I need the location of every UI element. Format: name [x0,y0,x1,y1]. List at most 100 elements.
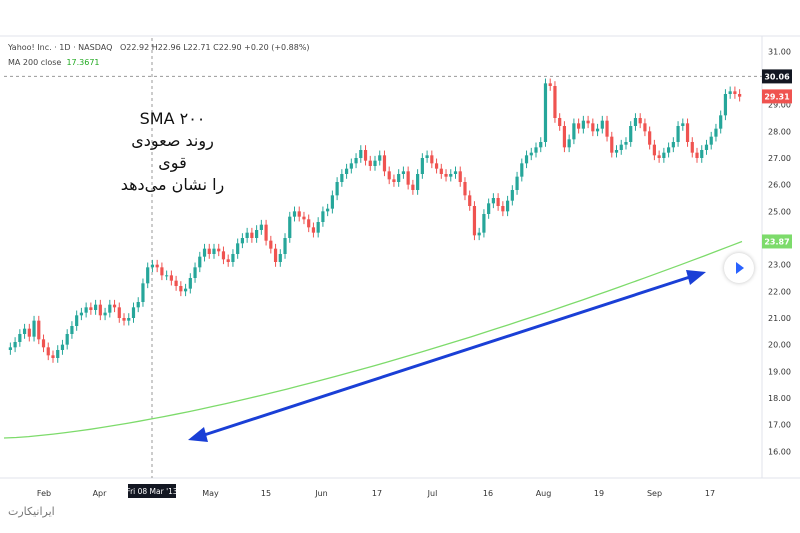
crosshair-price-label-bg [762,69,792,84]
candle-body [22,328,27,334]
candle-body [463,182,467,196]
candle-body [605,120,609,137]
x-tick-label: Jul [427,489,438,498]
candle-body [103,312,107,316]
candle-body [273,248,278,262]
annotation-title: SMA ۲۰۰ [139,109,206,128]
candle-body [652,144,656,156]
candle-body [577,123,581,129]
candle-body [245,232,249,238]
candle-body [363,150,368,161]
crosshair-x-badge [128,484,176,498]
candle-body [553,86,557,118]
candle-body [264,224,268,241]
candle-body [477,232,481,236]
candle-body [217,248,221,252]
candle-body [401,171,406,174]
candle-body [591,123,595,132]
x-tick-label: Sep [647,489,662,498]
candle-body [700,150,704,158]
candle-body [505,200,510,212]
candle-body [84,307,88,313]
candle-body [681,123,685,126]
candle-body [354,158,358,164]
candle-body [221,251,226,260]
candle-body [278,254,282,262]
candle-body [37,320,41,340]
ma-value: 17.3671 [66,58,100,67]
candle-body [439,168,443,174]
candle-body [562,126,567,148]
candle-body [586,120,590,124]
y-tick-label: 23.00 [768,261,791,270]
ma-price-label: 23.87 [764,237,789,246]
candle-body [567,139,571,148]
candle-body [231,254,235,262]
candle-body [292,211,297,217]
candle-body [434,163,439,169]
candle-body [160,267,164,276]
candle-body [302,216,306,220]
candle-body [179,286,183,292]
candle-body [733,91,737,94]
candle-body [202,248,207,257]
candle-body [321,211,325,222]
candle-body [397,174,401,182]
candle-body [378,155,382,161]
candle-body [250,232,254,238]
candle-body [472,206,477,236]
candle-body [340,174,344,182]
candle-body [662,152,666,158]
y-tick-label: 17.00 [768,421,791,430]
candle-body [482,214,486,233]
candle-body [368,160,372,166]
ma-label[interactable]: MA 200 close [8,58,62,67]
candle-body [122,318,126,321]
candle-body [359,150,363,158]
last-price-label-bg [762,89,792,104]
y-tick-label: 18.00 [768,394,791,403]
last-price-label: 29.31 [764,92,790,101]
candle-body [714,128,718,137]
candle-body [32,320,36,337]
symbol-label[interactable]: Yahoo! Inc. · 1D · NASDAQ [8,43,113,52]
candle-body [259,224,263,230]
x-tick-label: Jun [314,489,328,498]
x-tick-label: 19 [594,489,604,498]
candle-body [207,248,211,254]
candle-body [94,304,98,310]
x-tick-label: Feb [37,489,51,498]
candle-body [496,198,500,206]
candle-body [420,158,424,174]
play-icon[interactable] [724,253,754,283]
candle-body [524,155,529,164]
candle-body [311,227,316,233]
ma-200-line [3,240,743,439]
candle-body [685,123,690,142]
candle-body [529,152,533,156]
candle-body [335,182,339,196]
candle-body [501,206,505,212]
candle-body [648,131,652,145]
candle-body [638,118,642,124]
watermark-logo: ایرانیکارت [8,505,55,518]
candle-body [13,342,17,348]
candle-body [316,222,320,233]
candle-body [572,123,576,140]
trend-arrow-head-left [188,427,208,442]
y-tick-label: 21.00 [768,314,791,323]
candle-body [269,240,273,249]
candle-body [539,142,543,148]
annotation-line3: را نشان می‌دهد [120,175,225,194]
candle-body [430,155,434,164]
candle-body [600,120,604,129]
candle-body [150,264,155,268]
candle-body [60,344,65,350]
y-tick-label: 26.00 [768,181,791,190]
candle-body [297,211,301,217]
x-tick-label: 15 [261,489,271,498]
candle-body [704,144,709,150]
candle-body [543,83,548,142]
candle-body [70,326,74,334]
